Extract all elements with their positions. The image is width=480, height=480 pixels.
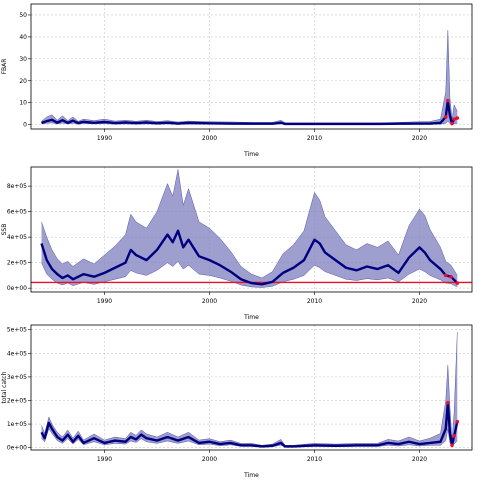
catch-x-tick-label: 2020 — [412, 456, 427, 463]
ssb-x-axis-title: Time — [243, 314, 259, 321]
ssb-panel: 1990 2000 2010 2020 0e+00 2e+05 4e+05 6e+05 8e+0… — [1, 166, 473, 321]
fbar-y-tick-label: 50 — [19, 12, 27, 19]
catch-lower-line — [41, 428, 458, 448]
ssb-x-tick-label: 2000 — [202, 298, 217, 305]
fbar-plot-frame — [30, 3, 473, 130]
fbar-x-tick-label: 1990 — [97, 135, 112, 142]
ssb-highlight-point — [449, 274, 453, 279]
catch-panel: 1990 2000 2010 2020 0e+00 1e+05 2e+05 3e+05 4e+0… — [1, 324, 473, 479]
catch-plot-frame — [30, 324, 473, 451]
catch-y-tick-label: 5e+05 — [7, 327, 27, 334]
ssb-y-tick-label: 8e+05 — [7, 183, 27, 190]
fbar-highlight-point — [443, 115, 448, 119]
fbar-x-tick-label: 2000 — [202, 135, 217, 142]
fbar-highlight-point — [450, 121, 454, 126]
fbar-y-tick-label: 20 — [19, 78, 27, 85]
catch-y-tick-label: 1e+05 — [7, 421, 27, 428]
ssb-x-tick-label: 1990 — [97, 298, 112, 305]
catch-highlight-point — [452, 434, 456, 438]
ssb-x-tick-label: 2010 — [307, 298, 322, 305]
fbar-y-tick-label: 10 — [19, 100, 27, 107]
catch-highlight-point — [446, 401, 450, 405]
catch-median-line — [40, 401, 459, 448]
fbar-upper-line — [41, 30, 458, 124]
fbar-x-axis-title: Time — [243, 151, 259, 158]
fbar-highlight-point — [452, 117, 456, 121]
fbar-y-tick-label: 0 — [23, 122, 27, 129]
catch-highlight-point — [450, 443, 454, 448]
ssb-y-tick-label: 0e+00 — [7, 285, 27, 292]
fbar-highlight-point — [446, 98, 450, 103]
ssb-y-tick-label: 2e+05 — [7, 260, 27, 267]
fbar-y-axis-title: FBAR — [1, 59, 8, 75]
fbar-median-line — [41, 99, 458, 126]
fbar-highlight-point — [455, 116, 460, 120]
ssb-x-tick-label: 2020 — [412, 298, 427, 305]
catch-x-tick-label: 2010 — [307, 456, 322, 463]
catch-y-tick-label: 0e+00 — [7, 445, 27, 452]
catch-x-axis-title: Time — [243, 472, 259, 479]
catch-upper-line — [41, 332, 458, 446]
catch-highlight-point — [455, 419, 460, 424]
catch-x-tick-label: 1990 — [97, 456, 112, 463]
fbar-y-tick-label: 40 — [19, 34, 27, 41]
ssb-y-tick-label: 4e+05 — [7, 234, 27, 241]
catch-y-tick-label: 4e+05 — [7, 350, 27, 357]
fbar-y-tick-label: 30 — [19, 56, 27, 63]
ssb-median-line — [40, 229, 459, 286]
ssb-y-axis-title: SSB — [1, 224, 8, 236]
catch-y-tick-label: 2e+05 — [7, 397, 27, 404]
fbar-panel: 1990 2000 2010 2020 0 10 20 30 40 50 Time FBAR — [1, 3, 473, 158]
ssb-highlight-point — [455, 281, 460, 285]
fbar-x-tick-label: 2020 — [412, 135, 427, 142]
fbar-x-tick-label: 2010 — [307, 135, 322, 142]
ssb-plot-frame — [30, 166, 473, 293]
catch-y-tick-label: 3e+05 — [7, 374, 27, 381]
ssb-highlight-point — [443, 273, 448, 278]
catch-y-axis-title: total catch — [1, 371, 8, 403]
ssb-uncertainty-band — [41, 169, 458, 288]
ssb-upper-line — [41, 169, 458, 279]
ssb-y-tick-label: 6e+05 — [7, 209, 27, 216]
catch-x-tick-label: 2000 — [202, 456, 217, 463]
